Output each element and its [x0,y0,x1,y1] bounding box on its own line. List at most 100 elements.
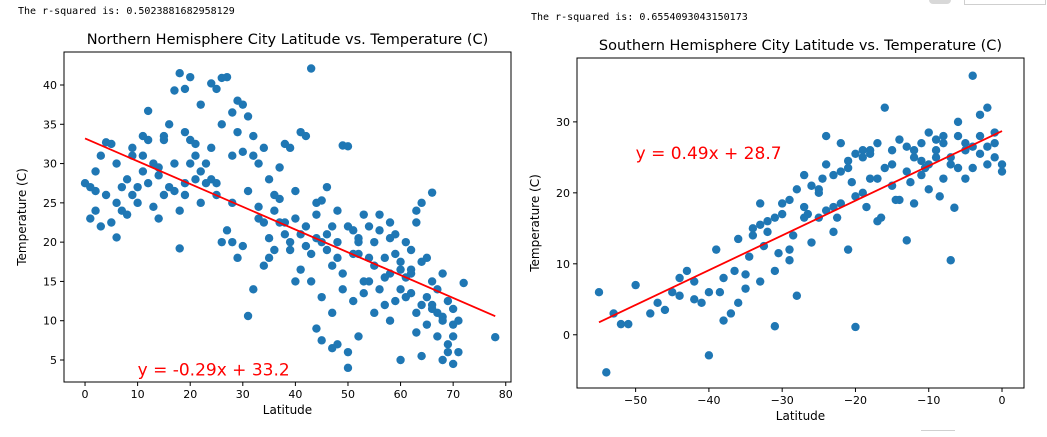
data-point [730,266,739,276]
data-point [275,163,284,172]
data-point [338,269,347,278]
data-point [259,261,269,270]
data-point [873,174,882,183]
y-tick-label: 40 [43,79,57,92]
x-tick-label: −50 [624,394,647,407]
data-point [448,359,458,369]
data-point [91,206,100,215]
data-point [254,202,263,211]
data-point [763,227,772,237]
data-point [249,285,258,294]
data-point [191,151,200,160]
data-point [873,138,882,148]
data-point [697,298,706,308]
data-point [112,198,121,208]
data-point [101,190,111,200]
data-point [990,153,999,162]
data-point [726,309,736,318]
data-point [317,336,326,345]
data-point [851,149,860,159]
data-point [448,304,458,314]
chart-south-svg: Southern Hemisphere City Latitude vs. Te… [528,38,1025,423]
data-point [902,236,911,245]
data-point [968,71,977,80]
data-point [228,151,237,160]
data-point [909,146,919,155]
data-point [359,210,368,219]
data-point [975,149,985,159]
chart-title: Northern Hemisphere City Latitude vs. Te… [87,32,489,48]
data-point [902,142,911,151]
data-point [682,266,692,276]
data-point [228,237,237,247]
data-point [186,72,195,82]
data-point [745,252,754,261]
data-point [306,64,316,73]
data-point [851,192,860,201]
data-point [170,86,179,95]
data-point [291,214,300,223]
data-point [138,151,148,160]
scroll-marker [921,430,955,437]
data-point [975,131,985,141]
data-point [917,170,926,180]
data-point [306,249,316,259]
data-point [417,351,426,361]
data-point [887,146,897,155]
data-point [301,222,311,231]
data-point [296,265,305,274]
data-point [243,311,253,321]
data-point [396,257,405,266]
data-point [328,308,337,318]
data-point [459,278,468,288]
data-point [865,174,875,183]
data-point [454,316,463,325]
data-point [128,143,137,153]
data-point [133,198,142,208]
data-point [159,190,169,200]
data-point [843,156,853,166]
data-point [807,238,816,247]
data-point [847,177,856,187]
data-point [212,84,221,94]
data-point [770,213,780,222]
data-point [438,316,447,325]
data-point [983,103,992,112]
data-point [275,194,284,204]
data-point [343,363,353,373]
x-tick-label: 80 [499,388,513,401]
data-point [785,195,794,205]
data-point [836,138,846,148]
data-point [983,160,992,169]
data-point [748,231,758,240]
data-point [233,253,242,263]
data-point [380,273,389,282]
data-point [902,167,911,176]
data-point [180,190,190,200]
data-point [212,179,221,188]
data-point [196,100,205,109]
data-point [328,222,337,231]
data-point [328,344,337,353]
chart-south: Southern Hemisphere City Latitude vs. Te… [520,28,1040,437]
data-point [164,182,174,192]
data-point [317,292,326,302]
data-point [207,143,216,153]
data-point [385,316,395,325]
data-point [950,203,959,212]
x-axis-label: Latitude [263,403,312,417]
data-point [191,139,200,149]
data-point [774,248,783,258]
data-point [354,332,363,341]
data-point [755,220,765,229]
data-point [909,153,919,162]
data-point [196,198,205,208]
data-point [217,237,226,247]
toolbar-icon [929,0,951,4]
chart-north: Northern Hemisphere City Latitude vs. Te… [0,20,516,429]
x-tick-label: 20 [183,388,197,401]
data-point [931,135,941,144]
data-point [117,182,127,192]
data-point [396,355,405,365]
data-point [862,202,871,212]
